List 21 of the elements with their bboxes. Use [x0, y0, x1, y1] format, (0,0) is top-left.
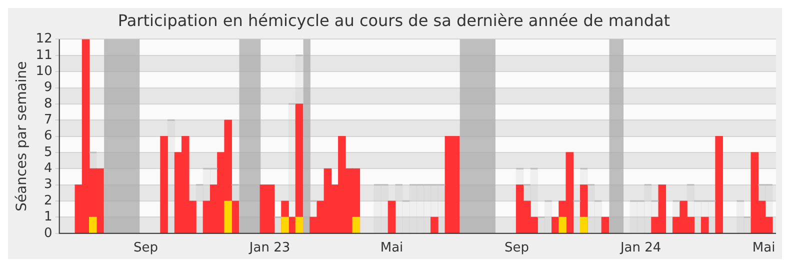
x-tick-label: Mai	[752, 240, 776, 256]
y-tick-label: 4	[44, 161, 52, 176]
y-axis-title: Séances par semaine	[14, 61, 30, 212]
y-tick-label: 10	[36, 64, 52, 79]
y-tick-label: 3	[44, 177, 52, 192]
y-tick-label: 5	[44, 144, 52, 160]
y-tick-label: 7	[44, 112, 52, 128]
chart-title: Participation en hémicycle au cours de sa dernière année de mandat	[118, 10, 670, 30]
x-tick-label: Jan 23	[248, 240, 290, 256]
y-tick-label: 6	[44, 128, 52, 144]
y-tick-label: 8	[44, 96, 52, 112]
y-tick-label: 9	[44, 80, 52, 96]
y-tick-label: 2	[44, 193, 52, 208]
y-tick-label: 1	[44, 210, 52, 225]
x-tick-label: Sep	[504, 240, 530, 256]
y-tick-label: 0	[44, 226, 52, 241]
y-tick-label: 11	[36, 48, 52, 63]
x-tick-label: Sep	[133, 240, 158, 256]
x-tick-label: Jan 24	[619, 240, 662, 256]
y-tick-label: 12	[36, 32, 52, 47]
x-tick-label: Mai	[380, 240, 404, 256]
